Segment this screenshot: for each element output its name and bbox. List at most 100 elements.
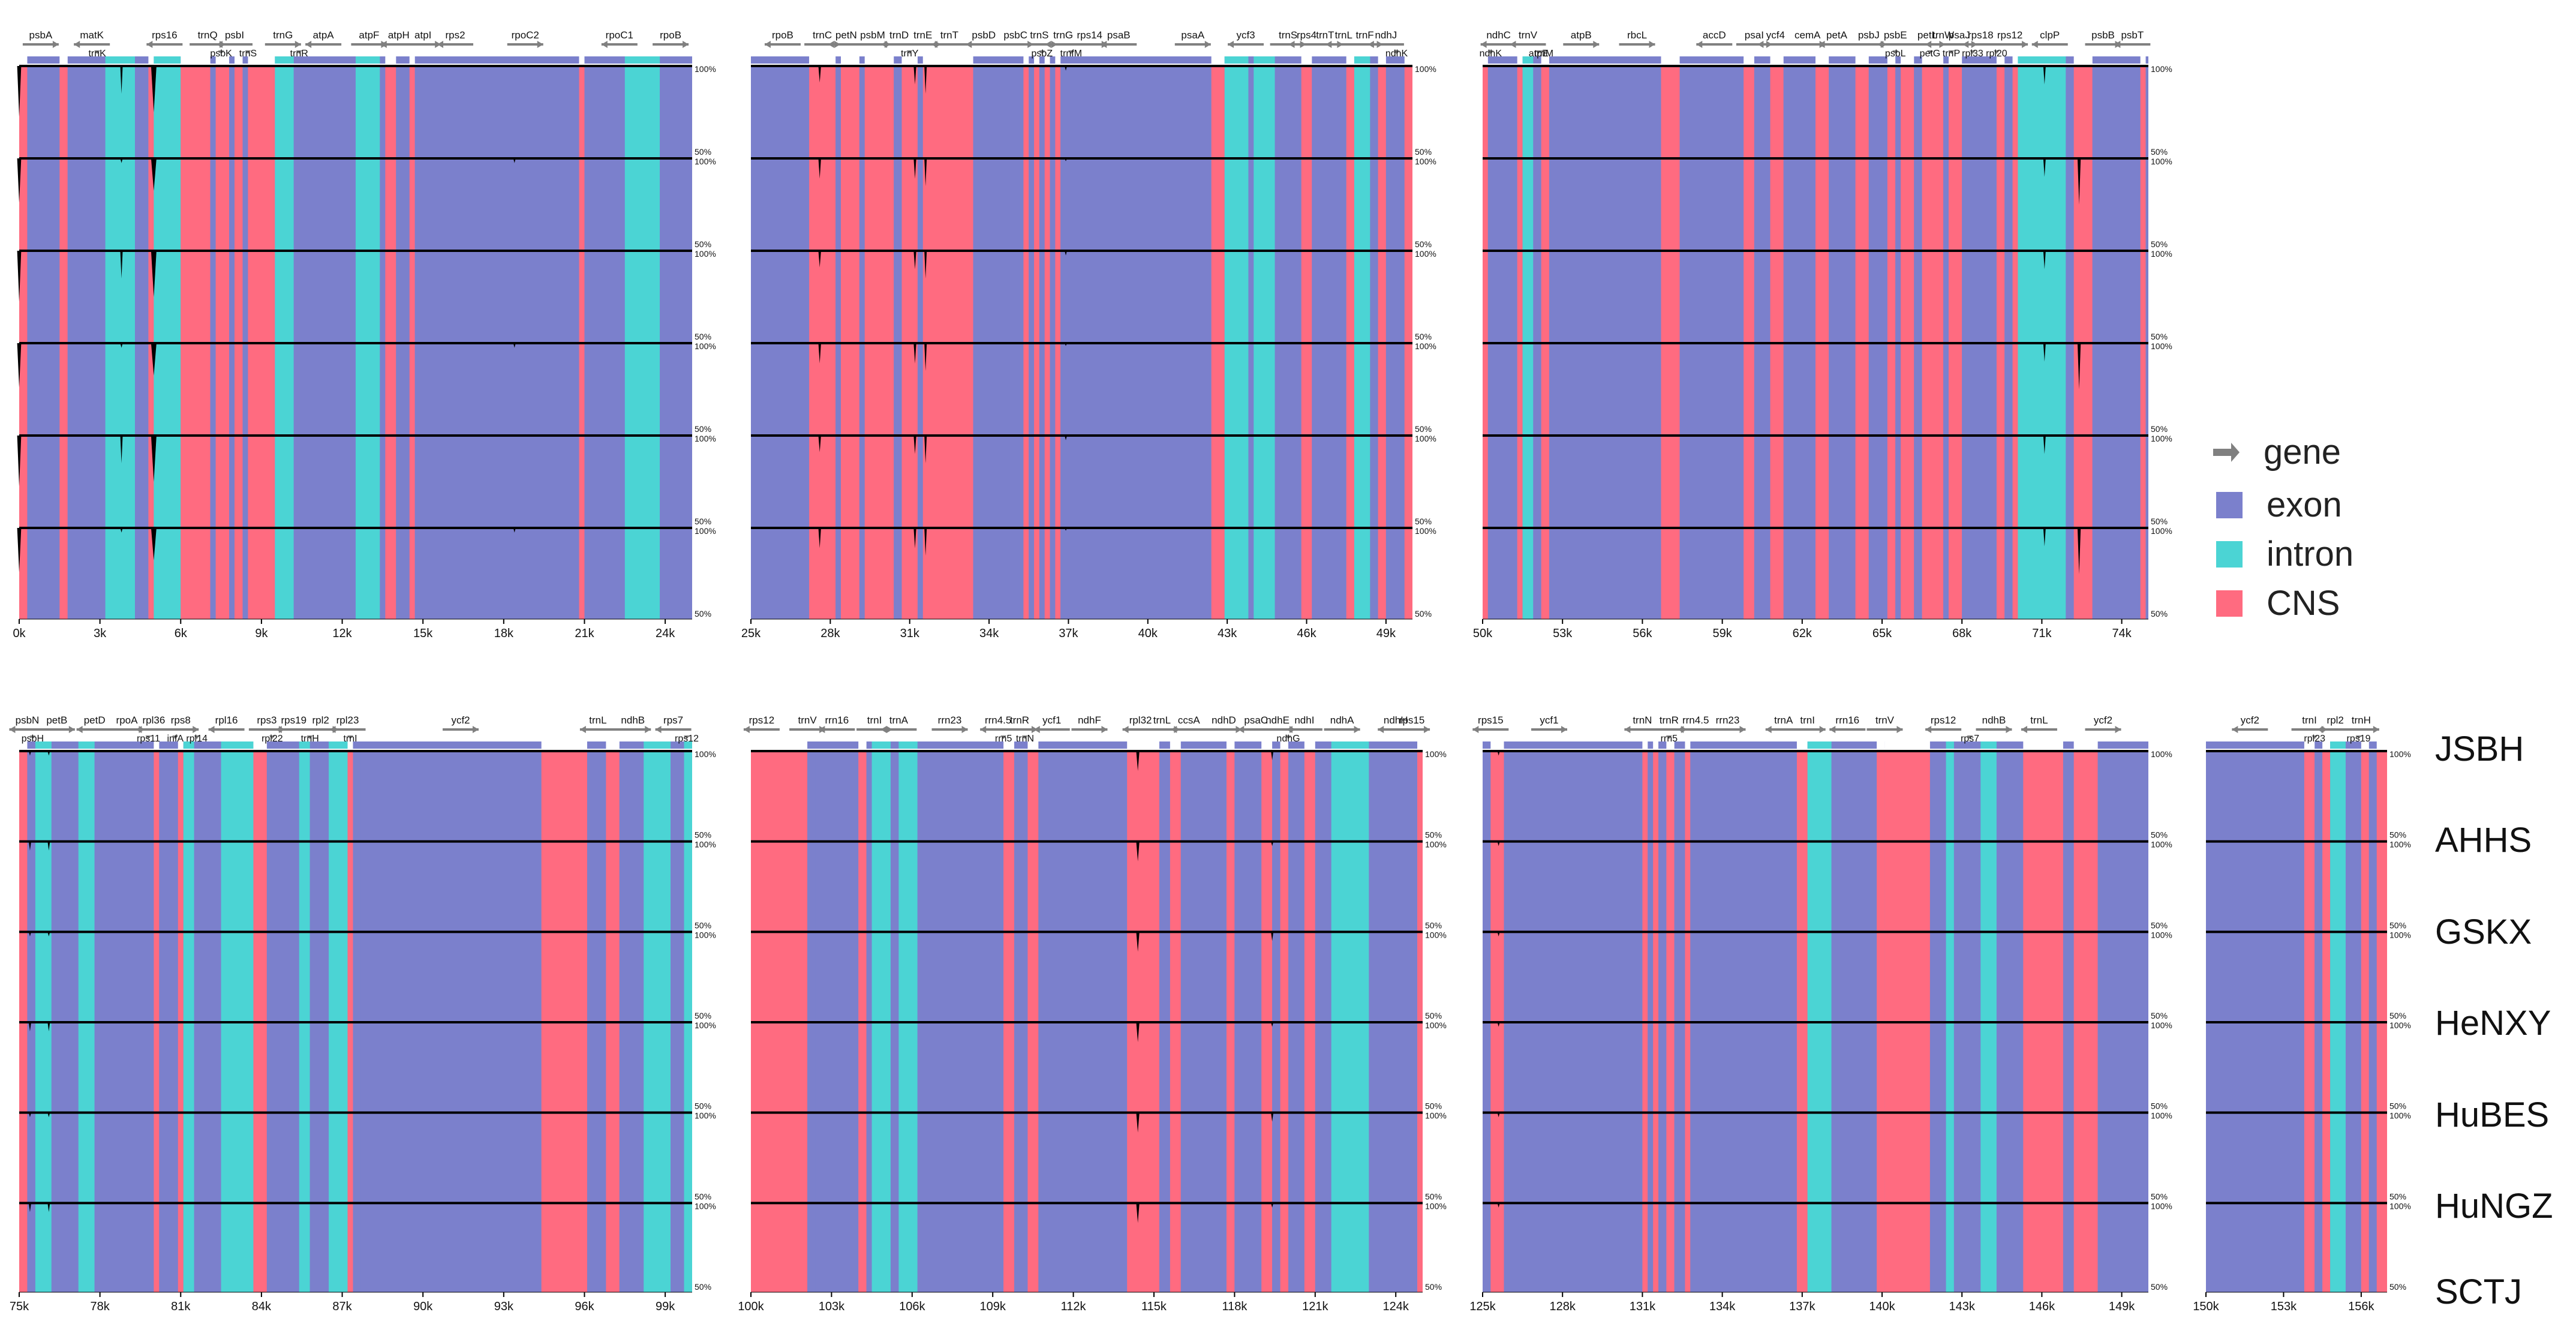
identity-dip <box>924 251 927 279</box>
x-tick-label: 18k <box>494 627 514 640</box>
gene-small-arrow <box>1666 735 1672 739</box>
intron-swatch <box>2216 541 2243 568</box>
gene-label-top: ycf2 <box>2094 714 2112 726</box>
gene-bar-gap <box>1980 741 1997 749</box>
gene-bar-gap <box>1922 56 1944 64</box>
gene-label-top: ndhF <box>1078 714 1101 726</box>
gene-label-top: trnN <box>1633 714 1652 726</box>
gene-label-top: ycf1 <box>1540 714 1558 726</box>
gene-label-top: trnF <box>1355 29 1373 41</box>
gene-label-top: clpP <box>2040 29 2060 41</box>
gene-bar-gap <box>356 56 380 64</box>
gene-small-arrow <box>684 735 690 739</box>
tick-label-100: 100% <box>2389 1111 2411 1121</box>
identity-dip <box>28 1022 31 1032</box>
gene-bar-gap <box>1949 56 1962 64</box>
tick-label-100: 100% <box>2389 1201 2411 1211</box>
gene-arrowhead <box>645 726 651 733</box>
tick-label-50: 50% <box>1415 424 1432 434</box>
gene-arrowhead <box>1378 726 1384 733</box>
gene-arrowhead <box>2373 726 2379 733</box>
tick-label-100: 100% <box>2151 341 2172 351</box>
gene-label-top: rps18 <box>1968 29 1994 41</box>
identity-dip <box>1271 1112 1274 1122</box>
x-tick-label: 121k <box>1302 1300 1328 1313</box>
gene-arrowhead <box>2114 41 2121 48</box>
identity-dip <box>120 343 123 348</box>
gene-bar-gap <box>19 56 28 64</box>
identity-dip <box>17 436 22 487</box>
gene-small-arrow <box>1039 50 1045 54</box>
gene-bar-gap <box>1027 741 1039 749</box>
gene-small-arrow <box>172 735 179 739</box>
gene-label-top: trnQ <box>198 29 218 41</box>
gene-label-bottom: psbL <box>1885 49 1906 59</box>
gene-arrowhead <box>2232 726 2238 733</box>
gene-arrowhead <box>52 41 59 48</box>
identity-dip <box>818 251 821 268</box>
x-tick-label: 78k <box>91 1300 110 1313</box>
tick-label-100: 100% <box>695 930 716 939</box>
tick-label-100: 100% <box>2389 840 2411 849</box>
identity-dip <box>818 436 821 452</box>
gene-arrowhead <box>1480 41 1487 48</box>
gene-arrowhead <box>1238 726 1245 733</box>
gene-bar-gap <box>1884 741 1930 749</box>
gene-arrowhead <box>881 41 888 48</box>
gene-label-bottom: rps11 <box>137 734 160 744</box>
tick-label-50: 50% <box>695 1101 711 1111</box>
identity-dip <box>2043 158 2046 177</box>
tick-label-50: 50% <box>1425 920 1442 930</box>
gene-label-bottom: ndhK <box>1385 49 1408 59</box>
gene-label-top: petL <box>1917 29 1937 41</box>
tick-label-50: 50% <box>695 1282 711 1292</box>
accession-label-jsbh: JSBH <box>2435 729 2524 768</box>
gene-label-top: trnG <box>273 29 293 41</box>
gene-bar-gap <box>221 741 254 749</box>
gene-label-top: rps12 <box>749 714 775 726</box>
x-tick-label: 65k <box>1872 627 1892 640</box>
gene-bar-gap <box>1946 741 1954 749</box>
gene-arrowhead <box>1286 726 1292 733</box>
gene-label-top: psbI <box>225 29 244 41</box>
gene-label-top: trnW <box>1932 29 1954 41</box>
tick-label-100: 100% <box>2151 64 2172 74</box>
tick-label-50: 50% <box>2151 609 2168 619</box>
tick-label-50: 50% <box>2151 424 2168 434</box>
identity-dip <box>17 528 22 572</box>
identity-dip <box>2043 528 2046 547</box>
gene-label-top: rps15 <box>1399 714 1425 726</box>
tick-label-100: 100% <box>695 1111 716 1121</box>
gene-label-top: rps14 <box>1077 29 1102 41</box>
panel-0: matK psbA rps16 trnQ psbI trnG atpA atpF atpH atp… <box>13 29 716 640</box>
gene-label-top: rpl23 <box>336 714 359 726</box>
gene-arrowhead <box>1678 726 1684 733</box>
tick-label-50: 50% <box>2151 332 2168 341</box>
identity-dip <box>1497 1022 1500 1027</box>
gene-label-top: psbC <box>1003 29 1027 41</box>
gene-bar-gap <box>2018 56 2066 64</box>
gene-bar-gap <box>809 56 836 64</box>
tick-label-50: 50% <box>2151 239 2168 249</box>
identity-dip <box>1271 932 1274 941</box>
gene-arrowhead <box>2021 726 2027 733</box>
gene-bar-gap <box>1685 741 1691 749</box>
gene-bar-gap <box>2073 741 2098 749</box>
gene-label-top: psaI <box>1745 29 1764 41</box>
gene-small-arrow <box>29 735 36 739</box>
gene-arrowhead <box>961 726 968 733</box>
x-tick-label: 149k <box>2109 1300 2135 1313</box>
gene-bar-gap <box>1541 56 1549 64</box>
gene-bar-gap <box>684 741 692 749</box>
x-tick-label: 128k <box>1550 1300 1576 1313</box>
gene-bar-gap <box>864 56 894 64</box>
x-tick-label: 12k <box>332 627 352 640</box>
panel-2: ndhC atpB trnV rbcL accD psaI ycf4 cemA petA psbJ… <box>1473 29 2172 640</box>
tick-label-100: 100% <box>2151 930 2172 939</box>
x-tick-label: 50k <box>1473 627 1493 640</box>
gene-small-arrow <box>1993 50 2000 54</box>
identity-dip <box>913 251 916 269</box>
gene-bar-gap <box>1354 56 1370 64</box>
gene-bar-gap <box>1642 741 1648 749</box>
gene-label-bottom: rps7 <box>1961 734 1979 744</box>
